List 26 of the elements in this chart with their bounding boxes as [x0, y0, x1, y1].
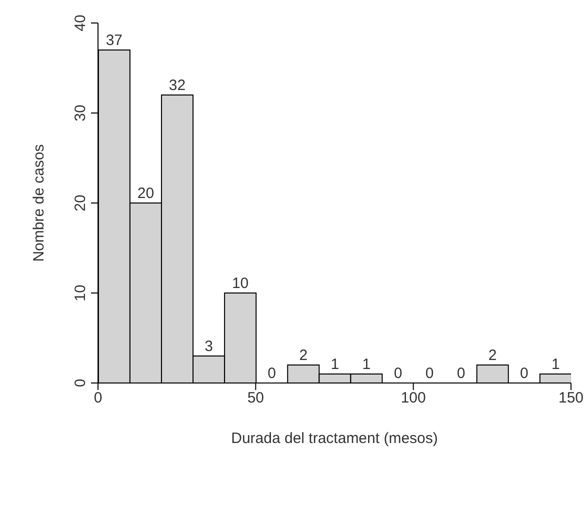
data-label: 1 [362, 356, 371, 373]
data-label: 0 [268, 365, 276, 382]
data-label: 1 [330, 356, 340, 373]
data-label: 2 [488, 347, 497, 364]
y-tick-label: 10 [72, 284, 89, 302]
data-label: 0 [456, 365, 466, 382]
data-label: 1 [551, 356, 560, 373]
x-tick-label: 100 [400, 390, 426, 407]
y-tick-label: 0 [72, 378, 89, 388]
data-label: 37 [106, 32, 123, 49]
data-label: 3 [204, 338, 213, 355]
y-tick-label: 20 [72, 194, 89, 212]
data-label: 32 [168, 77, 186, 94]
data-label: 0 [425, 365, 434, 382]
data-label: 0 [394, 365, 402, 382]
x-tick-label: 50 [247, 390, 264, 407]
x-tick-label: 150 [558, 390, 584, 407]
data-label: 20 [137, 185, 154, 202]
x-axis-title: Durada del tractament (mesos) [231, 430, 438, 447]
y-tick-label: 30 [72, 104, 89, 122]
y-tick-label: 40 [72, 14, 89, 32]
data-label: 2 [299, 347, 308, 364]
x-tick-label: 0 [94, 390, 102, 407]
data-label: 10 [232, 275, 249, 292]
y-axis-title: Nombre de casos [30, 144, 48, 262]
data-label: 0 [520, 365, 528, 382]
